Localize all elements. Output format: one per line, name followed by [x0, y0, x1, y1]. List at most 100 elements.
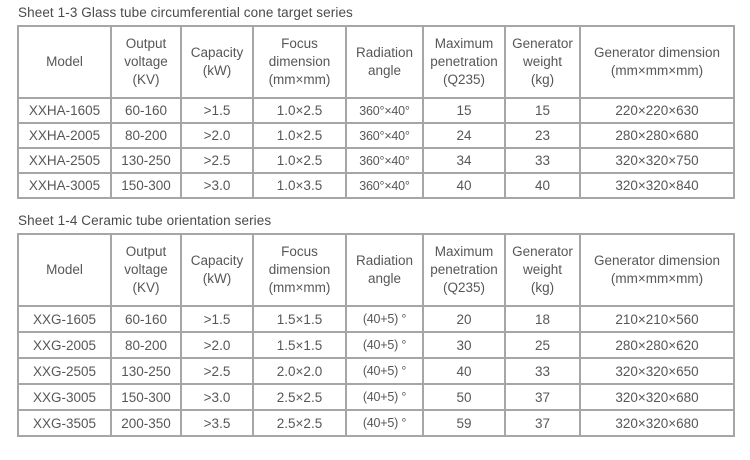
cell-focus-dimension: 1.0×2.5 [252, 97, 347, 124]
column-header-focus-dimension: Focus dimension (mm×mm) [252, 233, 347, 307]
sheet-title-1-3: Sheet 1-3 Glass tube circumferential con… [18, 5, 353, 20]
table-row: XXG-3505 200-350 >3.5 2.5×2.5 (40+5) ° 59 37 32… [17, 409, 735, 437]
cell-generator-weight: 37 [504, 409, 581, 437]
cell-max-penetration: 34 [422, 147, 506, 174]
cell-capacity: >2.5 [180, 357, 254, 385]
table-row: XXHA-3005 150-300 >3.0 1.0×3.5 360°×40° 40 40 3… [17, 172, 735, 199]
cell-output-voltage: 130-250 [110, 147, 182, 174]
cell-model: XXHA-3005 [17, 172, 112, 199]
cell-focus-dimension: 1.0×2.5 [252, 147, 347, 174]
cell-model: XXHA-2505 [17, 147, 112, 174]
cell-max-penetration: 59 [422, 409, 506, 437]
column-header-capacity: Capacity (kW) [180, 233, 254, 307]
cell-output-voltage: 80-200 [110, 122, 182, 149]
cell-generator-dimension: 280×280×620 [579, 331, 735, 359]
cell-focus-dimension: 2.5×2.5 [252, 383, 347, 411]
sheet-title-1-4: Sheet 1-4 Ceramic tube orientation serie… [18, 213, 272, 228]
cell-generator-weight: 15 [504, 97, 581, 124]
cell-model: XXG-3505 [17, 409, 112, 437]
cell-max-penetration: 15 [422, 97, 506, 124]
cell-generator-weight: 23 [504, 122, 581, 149]
table-row: XXG-3005 150-300 >3.0 2.5×2.5 (40+5) ° 50 37 32… [17, 383, 735, 411]
column-header-generator-dimension: Generator dimension (mm×mm×mm) [579, 25, 735, 99]
cell-output-voltage: 150-300 [110, 172, 182, 199]
cell-max-penetration: 24 [422, 122, 506, 149]
cell-output-voltage: 200-350 [110, 409, 182, 437]
cell-radiation-angle: 360°×40° [345, 97, 424, 124]
cell-generator-dimension: 220×220×630 [579, 97, 735, 124]
cell-output-voltage: 60-160 [110, 305, 182, 333]
cell-radiation-angle: (40+5) ° [345, 357, 424, 385]
table-row: XXG-1605 60-160 >1.5 1.5×1.5 (40+5) ° 20 18 210… [17, 305, 735, 333]
cell-radiation-angle: 360°×40° [345, 147, 424, 174]
cell-model: XXHA-1605 [17, 97, 112, 124]
cell-capacity: >3.5 [180, 409, 254, 437]
cell-radiation-angle: (40+5) ° [345, 383, 424, 411]
column-header-generator-weight: Generator weight (kg) [504, 233, 581, 307]
cell-capacity: >3.0 [180, 172, 254, 199]
column-header-model: Model [17, 233, 112, 307]
cell-generator-dimension: 320×320×680 [579, 409, 735, 437]
cell-max-penetration: 20 [422, 305, 506, 333]
cell-focus-dimension: 1.0×3.5 [252, 172, 347, 199]
cell-capacity: >2.0 [180, 122, 254, 149]
cell-max-penetration: 40 [422, 357, 506, 385]
cell-generator-weight: 25 [504, 331, 581, 359]
cell-max-penetration: 50 [422, 383, 506, 411]
column-header-max-penetration: Maximum penetration (Q235) [422, 233, 506, 307]
cell-focus-dimension: 2.0×2.0 [252, 357, 347, 385]
cell-radiation-angle: 360°×40° [345, 122, 424, 149]
cell-focus-dimension: 2.5×2.5 [252, 409, 347, 437]
column-header-generator-weight: Generator weight (kg) [504, 25, 581, 99]
column-header-max-penetration: Maximum penetration (Q235) [422, 25, 506, 99]
header-row: Model Output voltage (KV) Capacity (kW) Foc… [17, 233, 735, 307]
cell-radiation-angle: (40+5) ° [345, 305, 424, 333]
cell-max-penetration: 30 [422, 331, 506, 359]
cell-capacity: >1.5 [180, 97, 254, 124]
cell-focus-dimension: 1.5×1.5 [252, 331, 347, 359]
header-row: Model Output voltage (KV) Capacity (kW) Foc… [17, 25, 735, 99]
cell-model: XXG-3005 [17, 383, 112, 411]
table-row: XXHA-2505 130-250 >2.5 1.0×2.5 360°×40° 34 33 3… [17, 147, 735, 174]
cell-focus-dimension: 1.0×2.5 [252, 122, 347, 149]
table-row: XXHA-2005 80-200 >2.0 1.0×2.5 360°×40° 24 23 28… [17, 122, 735, 149]
cell-output-voltage: 130-250 [110, 357, 182, 385]
cell-generator-weight: 18 [504, 305, 581, 333]
cell-model: XXG-2005 [17, 331, 112, 359]
cell-capacity: >2.5 [180, 147, 254, 174]
cell-generator-dimension: 320×320×750 [579, 147, 735, 174]
column-header-radiation-angle: Radiation angle [345, 25, 424, 99]
cell-generator-weight: 40 [504, 172, 581, 199]
spec-sheet-page: Sheet 1-3 Glass tube circumferential con… [17, 5, 750, 437]
cell-generator-weight: 37 [504, 383, 581, 411]
cell-focus-dimension: 1.5×1.5 [252, 305, 347, 333]
cell-radiation-angle: 360°×40° [345, 172, 424, 199]
cell-model: XXHA-2005 [17, 122, 112, 149]
column-header-capacity: Capacity (kW) [180, 25, 254, 99]
column-header-generator-dimension: Generator dimension (mm×mm×mm) [579, 233, 735, 307]
table-section-ceramic-tube: Sheet 1-4 Ceramic tube orientation serie… [17, 213, 750, 437]
cell-output-voltage: 150-300 [110, 383, 182, 411]
cell-capacity: >2.0 [180, 331, 254, 359]
cell-generator-dimension: 320×320×650 [579, 357, 735, 385]
cell-capacity: >1.5 [180, 305, 254, 333]
column-header-focus-dimension: Focus dimension (mm×mm) [252, 25, 347, 99]
table-row: XXHA-1605 60-160 >1.5 1.0×2.5 360°×40° 15 15 22… [17, 97, 735, 124]
column-header-model: Model [17, 25, 112, 99]
table-section-glass-tube: Sheet 1-3 Glass tube circumferential con… [17, 5, 750, 199]
cell-radiation-angle: (40+5) ° [345, 331, 424, 359]
cell-generator-dimension: 320×320×680 [579, 383, 735, 411]
cell-generator-dimension: 320×320×840 [579, 172, 735, 199]
cell-model: XXG-1605 [17, 305, 112, 333]
glass-tube-spec-table: Model Output voltage (KV) Capacity (kW) Foc… [17, 25, 735, 199]
cell-generator-weight: 33 [504, 147, 581, 174]
cell-generator-dimension: 280×280×680 [579, 122, 735, 149]
cell-capacity: >3.0 [180, 383, 254, 411]
cell-max-penetration: 40 [422, 172, 506, 199]
table-row: XXG-2505 130-250 >2.5 2.0×2.0 (40+5) ° 40 33 32… [17, 357, 735, 385]
cell-model: XXG-2505 [17, 357, 112, 385]
column-header-radiation-angle: Radiation angle [345, 233, 424, 307]
cell-output-voltage: 60-160 [110, 97, 182, 124]
cell-output-voltage: 80-200 [110, 331, 182, 359]
cell-generator-weight: 33 [504, 357, 581, 385]
